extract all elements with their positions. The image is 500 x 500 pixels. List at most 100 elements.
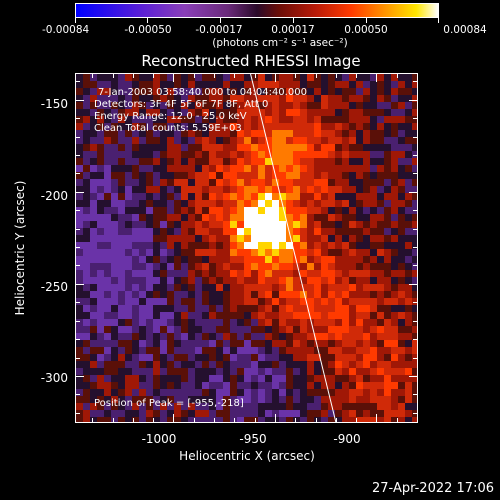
- image-pixel: [118, 354, 125, 361]
- image-pixel: [139, 81, 146, 88]
- image-pixel: [265, 186, 272, 193]
- image-pixel: [174, 340, 181, 347]
- image-pixel: [286, 284, 293, 291]
- image-pixel: [83, 109, 90, 116]
- image-pixel: [265, 81, 272, 88]
- image-pixel: [335, 179, 342, 186]
- image-pixel: [83, 319, 90, 326]
- image-pixel: [363, 74, 370, 81]
- image-pixel: [167, 123, 174, 130]
- image-pixel: [181, 382, 188, 389]
- image-pixel: [167, 361, 174, 368]
- image-pixel: [307, 151, 314, 158]
- image-pixel: [111, 340, 118, 347]
- image-pixel: [265, 137, 272, 144]
- image-pixel: [391, 263, 398, 270]
- image-pixel: [272, 130, 279, 137]
- image-pixel: [307, 221, 314, 228]
- image-pixel: [167, 116, 174, 123]
- image-pixel: [391, 291, 398, 298]
- image-pixel: [118, 130, 125, 137]
- image-pixel: [272, 347, 279, 354]
- image-pixel: [300, 207, 307, 214]
- image-pixel: [223, 403, 230, 410]
- image-pixel: [237, 340, 244, 347]
- image-pixel: [167, 354, 174, 361]
- image-pixel: [167, 277, 174, 284]
- image-pixel: [230, 228, 237, 235]
- image-pixel: [265, 319, 272, 326]
- image-pixel: [153, 109, 160, 116]
- image-pixel: [160, 179, 167, 186]
- image-pixel: [153, 270, 160, 277]
- image-pixel: [391, 361, 398, 368]
- image-pixel: [307, 298, 314, 305]
- image-pixel: [307, 165, 314, 172]
- image-pixel: [258, 347, 265, 354]
- image-pixel: [97, 116, 104, 123]
- image-pixel: [405, 305, 412, 312]
- axis-tick-mark: [193, 74, 195, 78]
- image-pixel: [391, 200, 398, 207]
- image-pixel: [335, 340, 342, 347]
- image-pixel: [202, 354, 209, 361]
- image-pixel: [391, 109, 398, 116]
- image-pixel: [181, 340, 188, 347]
- image-pixel: [370, 193, 377, 200]
- image-pixel: [251, 270, 258, 277]
- image-pixel: [356, 326, 363, 333]
- image-pixel: [230, 116, 237, 123]
- image-pixel: [300, 417, 307, 422]
- image-pixel: [321, 263, 328, 270]
- image-pixel: [132, 186, 139, 193]
- image-pixel: [167, 263, 174, 270]
- image-pixel: [237, 347, 244, 354]
- image-pixel: [237, 326, 244, 333]
- image-pixel: [265, 270, 272, 277]
- image-pixel: [181, 221, 188, 228]
- image-pixel: [209, 88, 216, 95]
- image-pixel: [384, 214, 391, 221]
- image-pixel: [307, 158, 314, 165]
- image-pixel: [118, 88, 125, 95]
- image-pixel: [195, 242, 202, 249]
- image-pixel: [90, 207, 97, 214]
- image-pixel: [244, 179, 251, 186]
- image-pixel: [139, 389, 146, 396]
- image-pixel: [202, 179, 209, 186]
- image-pixel: [258, 403, 265, 410]
- image-pixel: [258, 270, 265, 277]
- image-pixel: [160, 312, 167, 319]
- image-pixel: [195, 319, 202, 326]
- image-pixel: [111, 228, 118, 235]
- image-pixel: [272, 270, 279, 277]
- image-pixel: [139, 382, 146, 389]
- image-pixel: [174, 221, 181, 228]
- image-pixel: [398, 270, 405, 277]
- image-pixel: [139, 102, 146, 109]
- image-pixel: [412, 389, 417, 396]
- image-pixel: [83, 144, 90, 151]
- image-pixel: [293, 130, 300, 137]
- image-pixel: [132, 88, 139, 95]
- image-pixel: [377, 130, 384, 137]
- image-pixel: [258, 81, 265, 88]
- image-pixel: [90, 312, 97, 319]
- image-pixel: [237, 270, 244, 277]
- image-pixel: [153, 389, 160, 396]
- image-pixel: [111, 403, 118, 410]
- image-pixel: [279, 256, 286, 263]
- image-pixel: [167, 403, 174, 410]
- image-pixel: [118, 368, 125, 375]
- image-pixel: [237, 235, 244, 242]
- image-pixel: [328, 291, 335, 298]
- image-pixel: [328, 207, 335, 214]
- image-pixel: [377, 403, 384, 410]
- image-pixel: [321, 270, 328, 277]
- image-pixel: [356, 95, 363, 102]
- image-pixel: [90, 137, 97, 144]
- image-pixel: [167, 312, 174, 319]
- image-pixel: [370, 172, 377, 179]
- image-pixel: [286, 116, 293, 123]
- image-pixel: [97, 95, 104, 102]
